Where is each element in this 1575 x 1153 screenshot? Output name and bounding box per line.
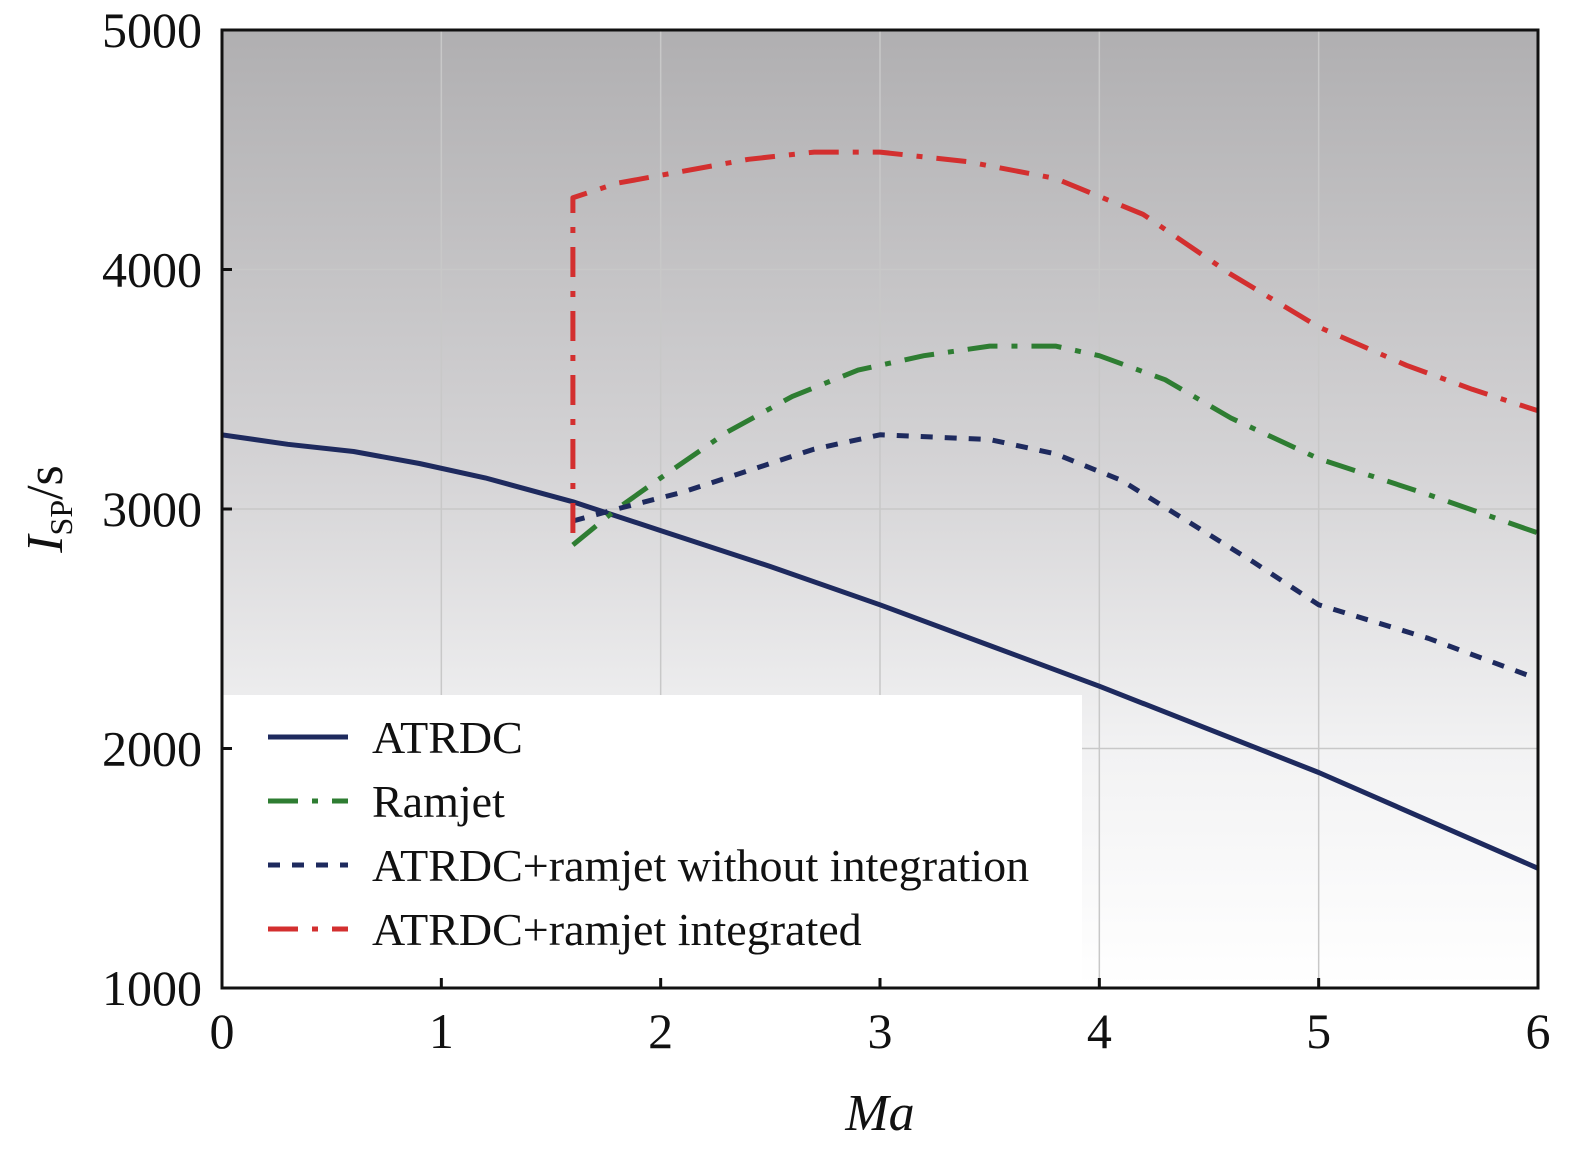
x-tick-label: 1: [429, 1003, 454, 1059]
legend-label-1: ATRDC: [372, 712, 523, 763]
series-line-2: [571, 343, 1538, 547]
y-axis-title-unit: /s: [17, 465, 74, 500]
legend-label-4: ATRDC+ramjet integrated: [372, 904, 862, 955]
y-axis-title-sub: SP: [43, 500, 79, 536]
y-axis-title: ISP/s: [17, 465, 79, 554]
legend: ATRDC Ramjet ATRDC+ramjet without integrat…: [268, 712, 1029, 955]
series-layer: [222, 149, 1538, 871]
x-tick-label: 0: [210, 1003, 235, 1059]
y-tick-label: 4000: [102, 242, 202, 298]
y-axis-ticks: 1000 2000 3000 4000 5000: [102, 2, 232, 1016]
y-axis-title-main: I: [17, 533, 74, 554]
x-tick-label: 3: [868, 1003, 893, 1059]
legend-box: [222, 695, 1082, 987]
x-axis-title: Ma: [844, 1085, 914, 1142]
x-tick-label: 5: [1306, 1003, 1331, 1059]
y-tick-label: 1000: [102, 960, 202, 1016]
y-tick-label: 5000: [102, 2, 202, 58]
x-tick-label: 6: [1526, 1003, 1551, 1059]
legend-label-3: ATRDC+ramjet without integration: [372, 840, 1029, 891]
series-line-1: [222, 432, 1538, 871]
legend-label-2: Ramjet: [372, 776, 505, 827]
y-tick-label: 2000: [102, 721, 202, 777]
x-axis-ticks: 0 1 2 3 4 5 6: [210, 978, 1551, 1059]
x-tick-label: 2: [648, 1003, 673, 1059]
series-line-3: [572, 432, 1538, 682]
y-tick-label: 3000: [102, 481, 202, 537]
series-line-4: [570, 149, 1538, 533]
x-tick-label: 4: [1087, 1003, 1112, 1059]
